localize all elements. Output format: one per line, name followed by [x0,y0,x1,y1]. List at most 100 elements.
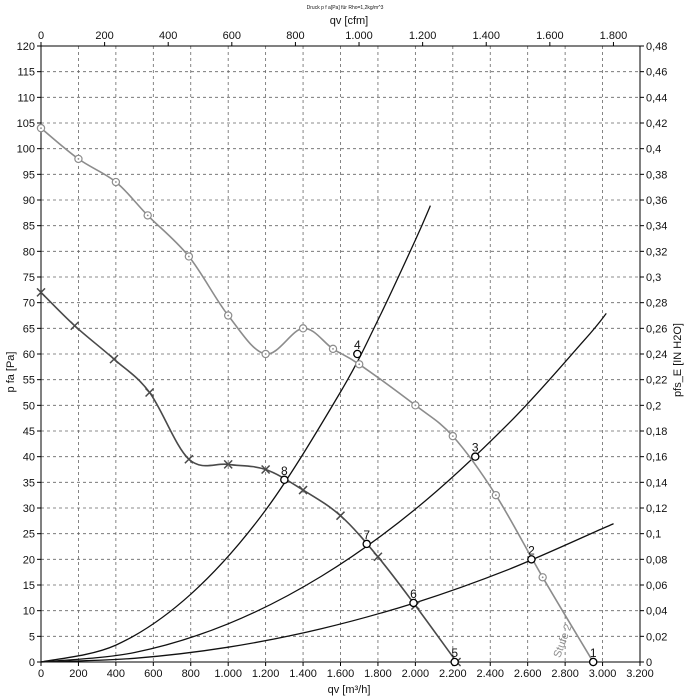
operating-point [362,539,371,549]
y-tick-label: 50 [23,400,35,412]
x-tick-label: 200 [69,668,87,680]
series-point [70,321,80,331]
y-tick-label: 25 [23,529,35,541]
y2-tick-label: 0,22 [646,375,667,387]
y-tick-label: 10 [23,606,35,618]
x-tick-label: 2.000 [402,668,430,680]
series-point [143,211,152,220]
y2-tick-label: 0 [646,657,652,669]
series-point [223,459,233,469]
operating-point-label: 6 [410,587,417,601]
operating-point [588,657,598,667]
x-tick-label: 2.400 [476,668,504,680]
series-point [328,344,338,354]
x2-tick-label: 1.200 [409,30,437,42]
y-tick-label: 95 [23,169,35,181]
x2-tick-label: 1.000 [345,30,373,42]
series-point [74,154,83,164]
operating-point-label: 3 [472,441,479,455]
series-point [145,387,155,398]
series-point [184,454,194,464]
operating-point [471,452,480,461]
series-point [36,123,46,133]
y2-tick-label: 0,38 [646,169,667,181]
y-tick-label: 0 [29,657,35,669]
y2-tick-label: 0,28 [646,298,667,310]
axis-ticks: 0 200 400 600 800 1.000 1.200 1.400 1.600 1.800 2.… [17,30,668,680]
operating-point [280,475,289,485]
operating-point [409,598,418,608]
x-tick-label: 2.600 [514,668,542,680]
y2-tick-label: 0,16 [646,452,667,464]
y2-tick-label: 0,26 [646,323,667,335]
operating-point-label: 5 [451,646,458,660]
series-point [373,552,383,562]
operating-point [353,349,362,359]
y-tick-label: 120 [17,41,35,53]
series-point [184,252,194,261]
x-tick-label: 2.800 [551,668,579,680]
y2-tick-label: 0,2 [646,400,661,412]
x-tick-label: 600 [144,668,162,680]
series-point [491,490,501,500]
series-point [36,287,46,297]
x-axis-title: qv [m³/h] [328,684,371,696]
y-tick-label: 85 [23,221,35,233]
system-curve [40,523,614,663]
x-tick-label: 2.200 [439,668,467,680]
y2-tick-label: 0,04 [646,606,667,618]
series-point [355,360,364,369]
chart-title: Druck p f a[Pa] für Rho=1,2kg/m^3 [307,5,384,11]
series-point [538,573,547,582]
y-tick-label: 60 [23,349,35,361]
operating-point-label: 8 [281,464,288,478]
x2-tick-label: 800 [286,30,304,42]
x2-tick-label: 1.400 [472,30,500,42]
y-tick-label: 15 [23,580,35,592]
operating-points: 1 2 3 4 5 6 7 8 [280,338,598,667]
series-point [261,349,270,359]
x-tick-label: 1.800 [364,668,392,680]
y2-tick-label: 0,06 [646,580,667,592]
series-point [298,324,308,333]
x2-tick-label: 400 [159,30,177,42]
series-point [298,485,308,495]
x-tick-label: 800 [182,668,200,680]
y-tick-label: 35 [23,477,35,489]
y-tick-label: 30 [23,503,35,515]
y2-tick-label: 0,24 [646,349,667,361]
y2-tick-label: 0,48 [646,41,667,53]
y2-tick-label: 0,12 [646,503,667,515]
y-tick-label: 40 [23,452,35,464]
y2-tick-label: 0,3 [646,272,661,284]
y-tick-label: 5 [29,631,35,643]
x-tick-label: 1.000 [214,668,242,680]
y2-tick-label: 0,08 [646,554,667,566]
x2-tick-label: 1.600 [536,30,564,42]
series-point [335,511,346,521]
y-tick-label: 115 [17,67,35,79]
y2-tick-label: 0,36 [646,195,667,207]
operating-point-label: 4 [354,338,361,352]
y-tick-label: 55 [23,375,35,387]
series-point [109,354,119,364]
x-tick-label: 1.400 [289,668,317,680]
x-tick-label: 1.600 [327,668,355,680]
system-curve [40,205,431,663]
x2-tick-label: 0 [38,30,44,42]
y-tick-label: 110 [17,92,35,104]
x2-tick-label: 1.800 [600,30,628,42]
series-point [223,311,233,320]
top-axis-title: qv [cfm] [330,15,369,27]
y2-axis-title: pfs_E [IN H2O] [672,323,684,397]
y-tick-label: 80 [23,246,35,258]
x-tick-label: 3.000 [589,668,617,680]
y2-tick-label: 0,18 [646,426,667,438]
operating-point [450,657,459,667]
series-point [111,177,121,187]
x-tick-label: 400 [107,668,125,680]
operating-point-label: 2 [528,543,535,557]
y2-tick-label: 0,02 [646,631,667,643]
y-tick-label: 20 [23,554,35,566]
y-tick-label: 65 [23,323,35,335]
